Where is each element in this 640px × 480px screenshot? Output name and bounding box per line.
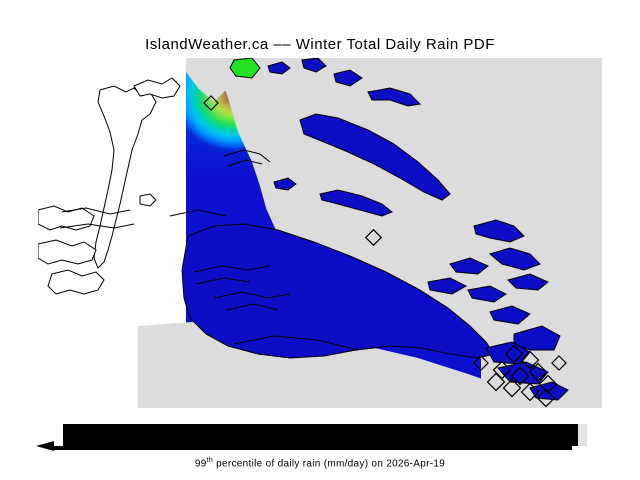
station-markers (203, 95, 567, 408)
colorbar-extend-end (578, 424, 587, 446)
coastline-overlay (38, 58, 602, 408)
island-polygons (181, 58, 569, 401)
caption-text: percentile of daily rain (mm/day) on 202… (213, 458, 446, 470)
map-panel[interactable] (38, 58, 602, 408)
colorbar-caption: 99th percentile of daily rain (mm/day) o… (0, 457, 640, 469)
mainland-coastline (38, 77, 181, 295)
caption-percentile-suffix: th (206, 457, 214, 464)
colorbar-axis-line (52, 446, 572, 450)
caption-percentile-value: 99 (194, 458, 207, 470)
inland-coastlines (59, 149, 359, 351)
page-title: IslandWeather.ca –– Winter Total Daily R… (145, 36, 495, 53)
colorbar[interactable] (63, 424, 578, 446)
colorbar-left-arrow-icon (36, 441, 54, 451)
